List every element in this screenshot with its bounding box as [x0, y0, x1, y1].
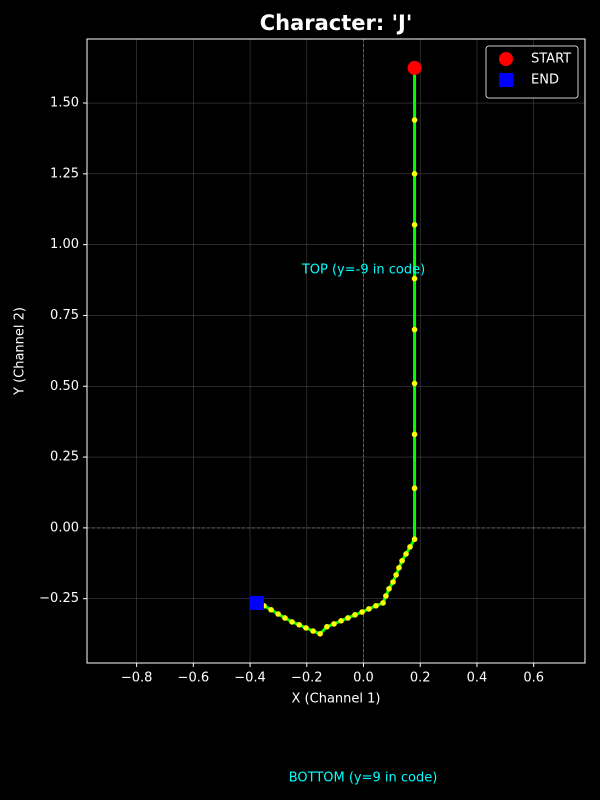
line — [256, 67, 417, 636]
y-tick-label: 0.25 — [50, 450, 79, 465]
point — [282, 615, 288, 621]
y-tick-label: 1.00 — [50, 237, 79, 252]
plot-frame — [86, 38, 586, 664]
point — [393, 572, 399, 578]
annotation: TOP (y=-9 in code) — [301, 263, 425, 278]
point — [289, 619, 295, 625]
point — [373, 602, 379, 609]
y-tick-label: 0.50 — [50, 379, 79, 394]
x-tick-label: 0.0 — [353, 671, 374, 686]
x-axis-label: X (Channel 1) — [292, 692, 381, 707]
point — [390, 579, 396, 585]
point — [331, 621, 337, 627]
x-tick-label: 0.4 — [467, 671, 488, 686]
marker — [407, 60, 422, 75]
x-tick-label: 0.6 — [523, 671, 544, 686]
x-tick-label: −0.4 — [234, 671, 266, 686]
point — [411, 326, 418, 333]
point — [411, 536, 418, 543]
point — [345, 615, 351, 621]
marker — [249, 595, 264, 610]
point — [317, 631, 323, 637]
point — [352, 612, 358, 618]
y-tick-label: 1.25 — [50, 166, 79, 181]
x-tick-label: 0.2 — [410, 671, 431, 686]
point — [338, 617, 344, 624]
point — [411, 117, 418, 123]
x-tick-label: −0.6 — [178, 671, 210, 686]
point — [411, 171, 418, 177]
point — [383, 593, 389, 599]
point — [399, 557, 405, 564]
point — [296, 621, 302, 628]
point — [396, 565, 402, 571]
point — [411, 275, 418, 282]
point — [407, 544, 413, 550]
point — [324, 623, 330, 630]
point — [275, 611, 281, 617]
y-tick-label: 1.50 — [50, 96, 79, 111]
point — [411, 222, 418, 228]
chart-title: Character: 'J' — [260, 11, 413, 35]
x-tick-label: −0.8 — [121, 671, 153, 686]
point — [310, 628, 316, 634]
point — [403, 551, 409, 557]
point — [411, 431, 418, 438]
point — [411, 380, 418, 387]
y-tick-label: −0.25 — [39, 591, 79, 606]
legend-label: END — [531, 73, 559, 88]
point — [411, 485, 418, 492]
legend-label: START — [531, 52, 571, 67]
legend-swatch — [499, 52, 513, 66]
point — [303, 625, 309, 631]
legend-swatch — [499, 73, 513, 87]
point — [386, 585, 392, 592]
y-tick-label: 0.75 — [50, 308, 79, 323]
point — [359, 609, 365, 615]
y-axis-label: Y (Channel 2) — [13, 307, 28, 396]
point — [380, 600, 386, 606]
y-tick-label: 0.00 — [50, 520, 79, 535]
point — [366, 606, 372, 612]
annotation: BOTTOM (y=9 in code) — [289, 771, 438, 786]
point — [268, 606, 274, 613]
x-tick-label: −0.2 — [291, 671, 323, 686]
